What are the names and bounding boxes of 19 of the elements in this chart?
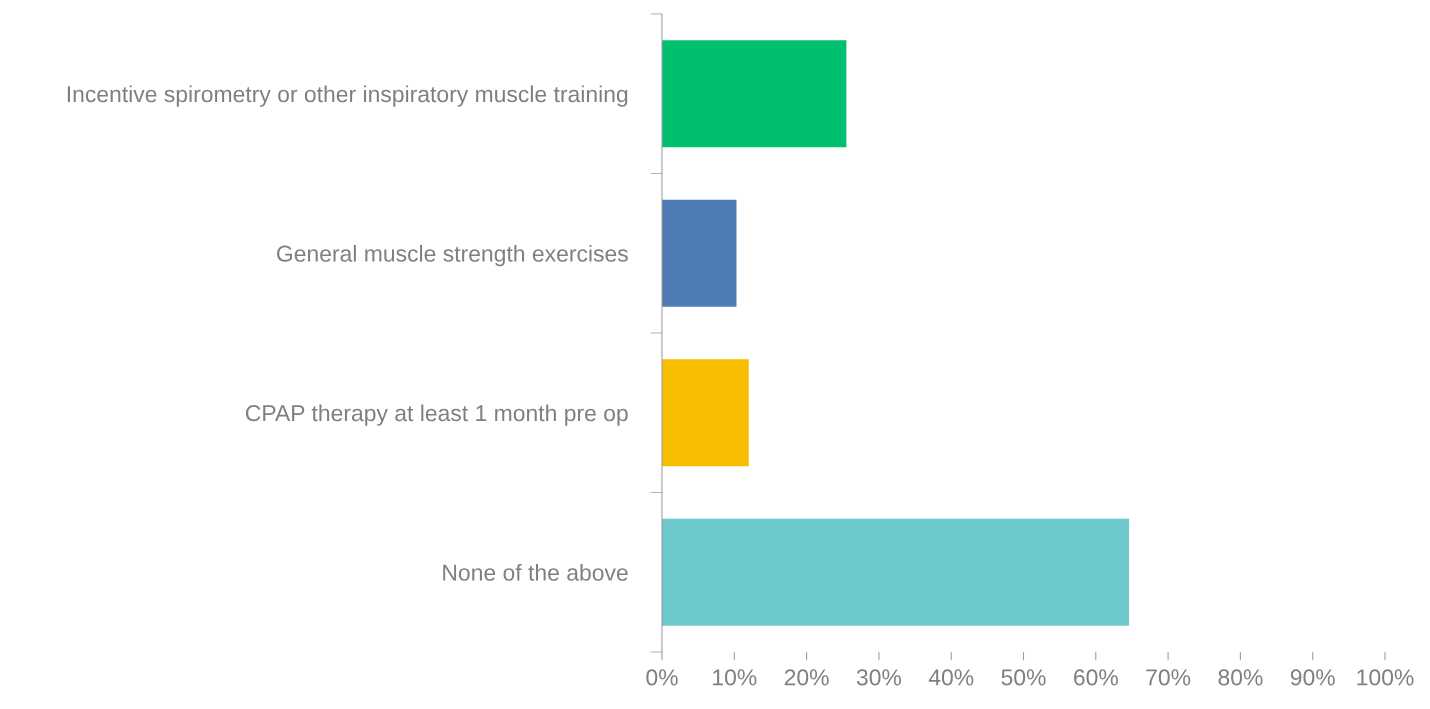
x-tick-label: 100% bbox=[1357, 669, 1414, 686]
y-tick-label: General muscle strength exercises bbox=[277, 244, 628, 267]
x-tick-label: 50% bbox=[1001, 669, 1046, 686]
y-tick-label: Incentive spirometry or other inspiratory muscle training bbox=[67, 85, 628, 107]
x-tick-label: 90% bbox=[1290, 669, 1335, 686]
bar bbox=[662, 518, 1130, 626]
x-tick-label: 10% bbox=[713, 669, 757, 686]
x-tick-label: 70% bbox=[1146, 669, 1191, 686]
y-tick-label: None of the above bbox=[443, 563, 628, 581]
x-tick-label: 60% bbox=[1074, 669, 1118, 686]
bar bbox=[662, 359, 749, 467]
bar bbox=[662, 199, 737, 307]
x-tick-label: 20% bbox=[784, 669, 829, 686]
x-tick-label: 30% bbox=[856, 669, 902, 686]
x-tick-label: 80% bbox=[1218, 669, 1263, 686]
x-tick-label: 0% bbox=[646, 669, 678, 686]
bar bbox=[662, 40, 847, 148]
x-tick-label: 40% bbox=[928, 669, 974, 686]
y-tick-label: CPAP therapy at least 1 month pre op bbox=[245, 404, 628, 426]
